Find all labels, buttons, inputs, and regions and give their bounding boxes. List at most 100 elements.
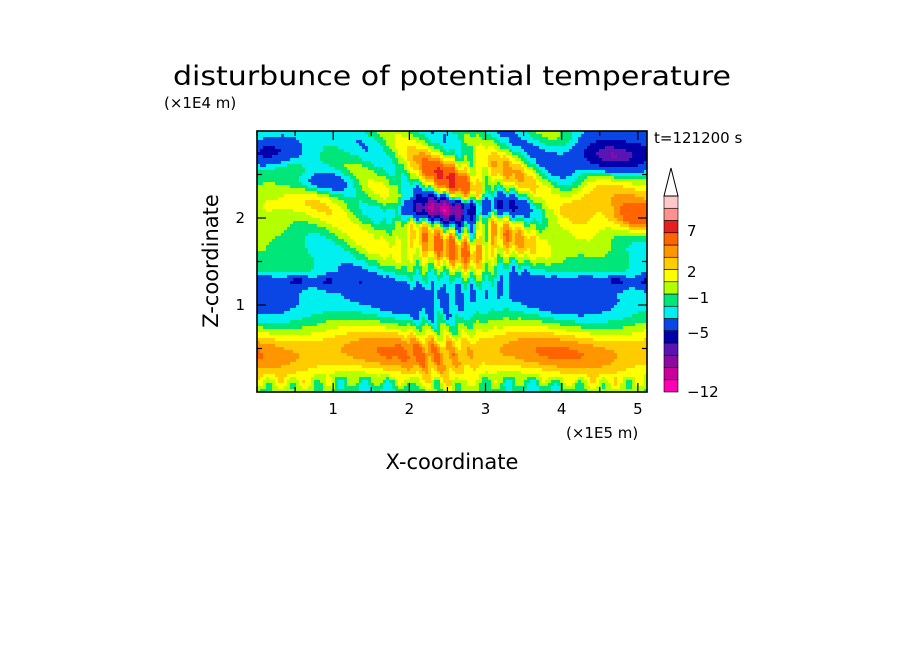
field-cell [632,164,636,168]
field-cell [620,140,624,144]
field-cell [341,185,345,189]
field-cell [461,134,465,138]
field-cell [383,170,387,174]
field-cell [614,158,618,162]
field-cell [392,149,396,153]
field-cell [356,140,360,144]
field-cell [461,155,465,159]
field-cell [383,152,387,156]
field-cell [497,149,501,153]
field-cell [377,146,381,150]
field-cell [374,185,378,189]
field-cell [641,131,645,135]
field-cell [311,170,315,174]
field-cell [602,131,606,135]
field-cell [578,188,582,192]
field-cell [308,188,312,192]
field-cell [542,188,546,192]
field-cell [554,170,558,174]
field-cell [539,149,543,153]
field-cell [545,170,549,174]
field-cell [584,137,588,141]
field-cell [413,191,417,195]
time-label: t=121200 s [654,129,742,147]
field-cell [605,176,609,180]
field-cell [287,194,291,198]
field-cell [644,134,647,138]
field-cell [623,164,627,168]
field-cell [302,170,306,174]
field-cell [392,143,396,147]
field-cell [395,173,399,177]
field-cell [386,161,390,165]
field-cell [644,179,647,183]
field-cell [434,176,438,180]
field-cell [554,182,558,186]
field-cell [623,179,627,183]
field-cell [494,134,498,138]
field-cell [446,170,450,174]
field-cell [398,179,402,183]
field-cell [461,185,465,189]
field-cell [278,131,282,135]
field-cell [584,173,588,177]
field-cell [593,131,597,135]
field-cell [539,152,543,156]
field-cell [308,155,312,159]
field-cell [551,164,555,168]
field-cell [290,176,294,180]
field-cell [602,155,606,159]
field-cell [347,182,351,186]
field-cell [308,191,312,195]
field-cell [344,152,348,156]
field-cell [563,167,567,171]
field-cell [332,167,336,171]
field-cell [341,143,345,147]
field-cell [524,179,528,183]
field-cell [560,185,564,189]
field-cell [614,131,618,135]
field-cell [557,164,561,168]
field-cell [611,170,615,174]
field-cell [365,134,369,138]
field-cell [404,131,408,135]
field-cell [281,146,285,150]
field-cell [437,176,441,180]
field-cell [302,143,306,147]
field-cell [302,164,306,168]
field-cell [281,134,285,138]
field-cell [449,173,453,177]
field-cell [638,173,642,177]
field-cell [440,188,444,192]
field-cell [293,146,297,150]
field-cell [470,164,474,168]
field-cell [311,146,315,150]
field-cell [632,182,636,186]
field-cell [455,131,459,135]
field-cell [401,131,405,135]
field-cell [386,179,390,183]
field-cell [593,167,597,171]
field-cell [317,173,321,177]
field-cell [263,140,267,144]
field-cell [290,182,294,186]
field-cell [290,155,294,159]
field-cell [515,170,519,174]
field-cell [509,146,513,150]
field-cell [482,170,486,174]
field-cell [350,161,354,165]
field-cell [482,173,486,177]
field-cell [542,191,546,195]
field-cell [578,146,582,150]
field-cell [425,179,429,183]
field-cell [398,191,402,195]
field-cell [320,194,324,198]
field-cell [581,167,585,171]
field-cell [479,188,483,192]
field-cell [518,143,522,147]
field-cell [485,137,489,141]
field-cell [590,137,594,141]
field-cell [263,191,267,195]
field-cell [524,152,528,156]
field-cell [632,146,636,150]
